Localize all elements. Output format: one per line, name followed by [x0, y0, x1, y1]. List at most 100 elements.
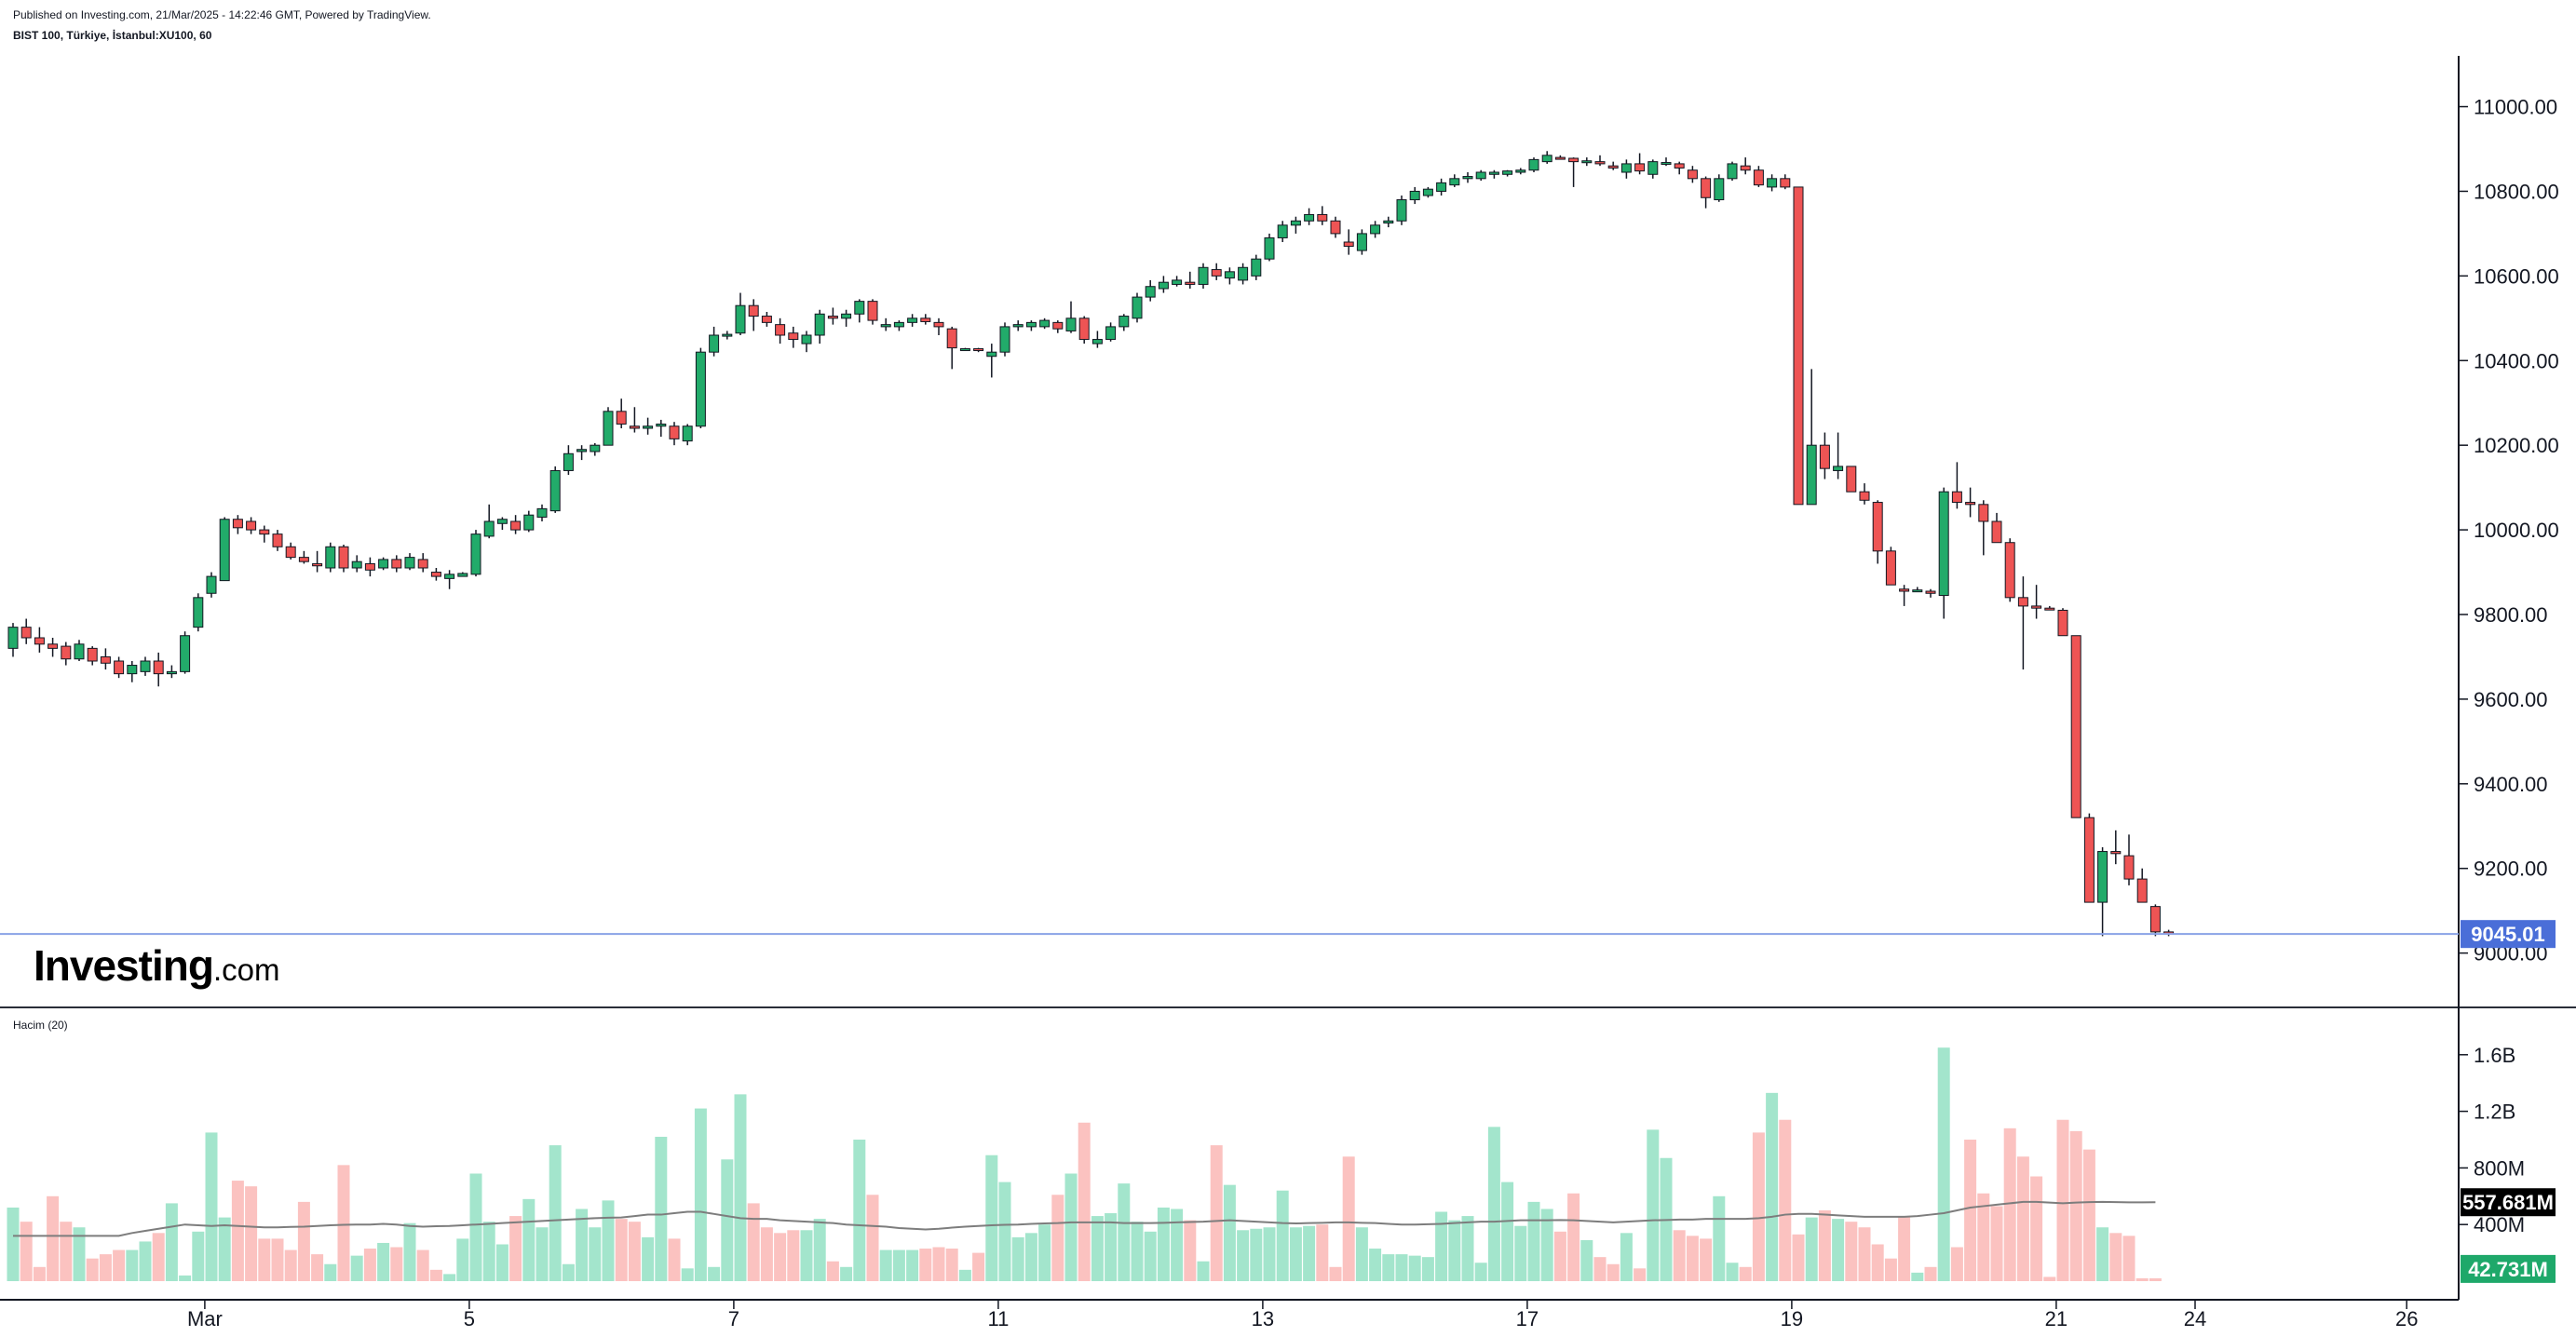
volume-bar: [495, 1244, 508, 1281]
volume-bar: [1144, 1231, 1157, 1281]
candle-body: [695, 351, 706, 427]
candle-body: [2110, 851, 2122, 855]
candle-body: [2044, 607, 2055, 611]
candle-body: [1383, 220, 1394, 224]
candle-body: [1343, 241, 1354, 248]
candle-body: [378, 559, 389, 569]
volume-bar: [192, 1231, 205, 1281]
volume-bar: [681, 1268, 694, 1281]
candle-body: [775, 324, 786, 336]
volume-bar: [363, 1249, 376, 1281]
last-price-badge: [2461, 920, 2556, 949]
volume-bar: [482, 1222, 495, 1281]
candle-body: [457, 573, 468, 577]
volume-bar: [2016, 1156, 2029, 1281]
candle-body: [338, 546, 349, 569]
volume-bar: [1289, 1227, 1302, 1281]
price-tick-label: 10800.00: [2474, 180, 2559, 203]
time-tick-label: 5: [464, 1307, 475, 1330]
volume-bar: [668, 1238, 681, 1281]
candle-body: [1701, 178, 1712, 198]
volume-bar: [1607, 1263, 1620, 1281]
volume-bar: [972, 1252, 985, 1281]
candle-body: [1647, 161, 1659, 175]
candle-body: [1172, 279, 1183, 285]
volume-bar: [2096, 1227, 2109, 1281]
candle-body: [986, 351, 997, 358]
candle-body: [854, 301, 865, 315]
volume-bar: [1316, 1224, 1329, 1281]
candle-body: [34, 637, 45, 645]
volume-bar: [1051, 1195, 1064, 1281]
volume-bar: [2109, 1233, 2122, 1281]
candle-body: [1304, 213, 1315, 222]
candle-body: [444, 574, 455, 579]
volume-bar: [1911, 1272, 1924, 1281]
candle-body: [1145, 286, 1156, 298]
candle-body: [1251, 258, 1262, 277]
logo-brand: Investing: [34, 941, 214, 990]
candle-body: [364, 562, 375, 571]
volume-bar: [1263, 1227, 1276, 1281]
candle-body: [1541, 155, 1552, 163]
volume-bar: [1448, 1220, 1461, 1281]
volume-axis-ticks: 400M 800M 1.2B 1.6B: [2459, 1044, 2525, 1236]
candle-body: [1885, 550, 1896, 586]
candle-body: [788, 332, 799, 341]
volume-bar: [350, 1255, 363, 1281]
candle-body: [1846, 466, 1857, 493]
volume-bar: [2149, 1277, 2162, 1281]
candle-body: [1594, 161, 1606, 165]
volume-bar: [1421, 1257, 1434, 1281]
candle-body: [907, 317, 918, 323]
candle-body: [483, 520, 495, 537]
volume-tick-label: 1.2B: [2474, 1101, 2515, 1124]
candle-body: [841, 313, 852, 319]
candle-body: [603, 411, 614, 446]
candle-body: [1317, 213, 1328, 222]
volume-bar: [1210, 1145, 1223, 1281]
candle-body: [1674, 163, 1685, 169]
volume-bar: [509, 1216, 522, 1281]
volume-bar: [655, 1136, 668, 1281]
volume-bar: [1105, 1213, 1118, 1281]
axis-badges: 9045.01 557.681M 42.731M: [2461, 920, 2556, 1283]
volume-bar: [1818, 1210, 1831, 1281]
candle-body: [430, 572, 441, 577]
candle-body: [682, 425, 693, 442]
candle-body: [1290, 220, 1301, 226]
candle-body: [325, 546, 336, 569]
volume-bar: [906, 1249, 919, 1281]
candle-body: [1859, 491, 1870, 501]
candle-body: [959, 348, 970, 352]
volume-bar: [866, 1195, 879, 1281]
volume-bar: [416, 1249, 429, 1281]
volume-bar: [1461, 1216, 1474, 1281]
volume-bar: [1805, 1217, 1818, 1281]
candle-body: [153, 660, 164, 675]
candle-body: [391, 559, 402, 569]
candle-body: [669, 425, 680, 439]
candle-body: [867, 301, 878, 321]
volume-bar: [1118, 1183, 1131, 1281]
volume-bar: [1064, 1173, 1078, 1281]
volume-ma-line: [13, 1200, 2156, 1237]
candle-body: [523, 514, 535, 531]
volume-bar: [1237, 1230, 1250, 1281]
candle-body: [2057, 609, 2068, 637]
volume-bar: [2030, 1176, 2043, 1281]
volume-bar: [747, 1203, 760, 1281]
candle-body: [1396, 199, 1407, 222]
candle-body: [1012, 324, 1024, 328]
candle-body: [1488, 171, 1499, 175]
candle-body: [1039, 319, 1051, 328]
volume-bar: [113, 1249, 126, 1281]
last-price-badge-label: 9045.01: [2471, 923, 2545, 946]
volume-bar: [1792, 1234, 1805, 1281]
price-tick-label: 9600.00: [2474, 688, 2548, 711]
volume-bar: [826, 1261, 839, 1281]
candle-body: [1793, 186, 1804, 506]
candle-body: [576, 449, 588, 452]
volume-bar: [1950, 1247, 1963, 1281]
volume-bar: [576, 1209, 589, 1281]
